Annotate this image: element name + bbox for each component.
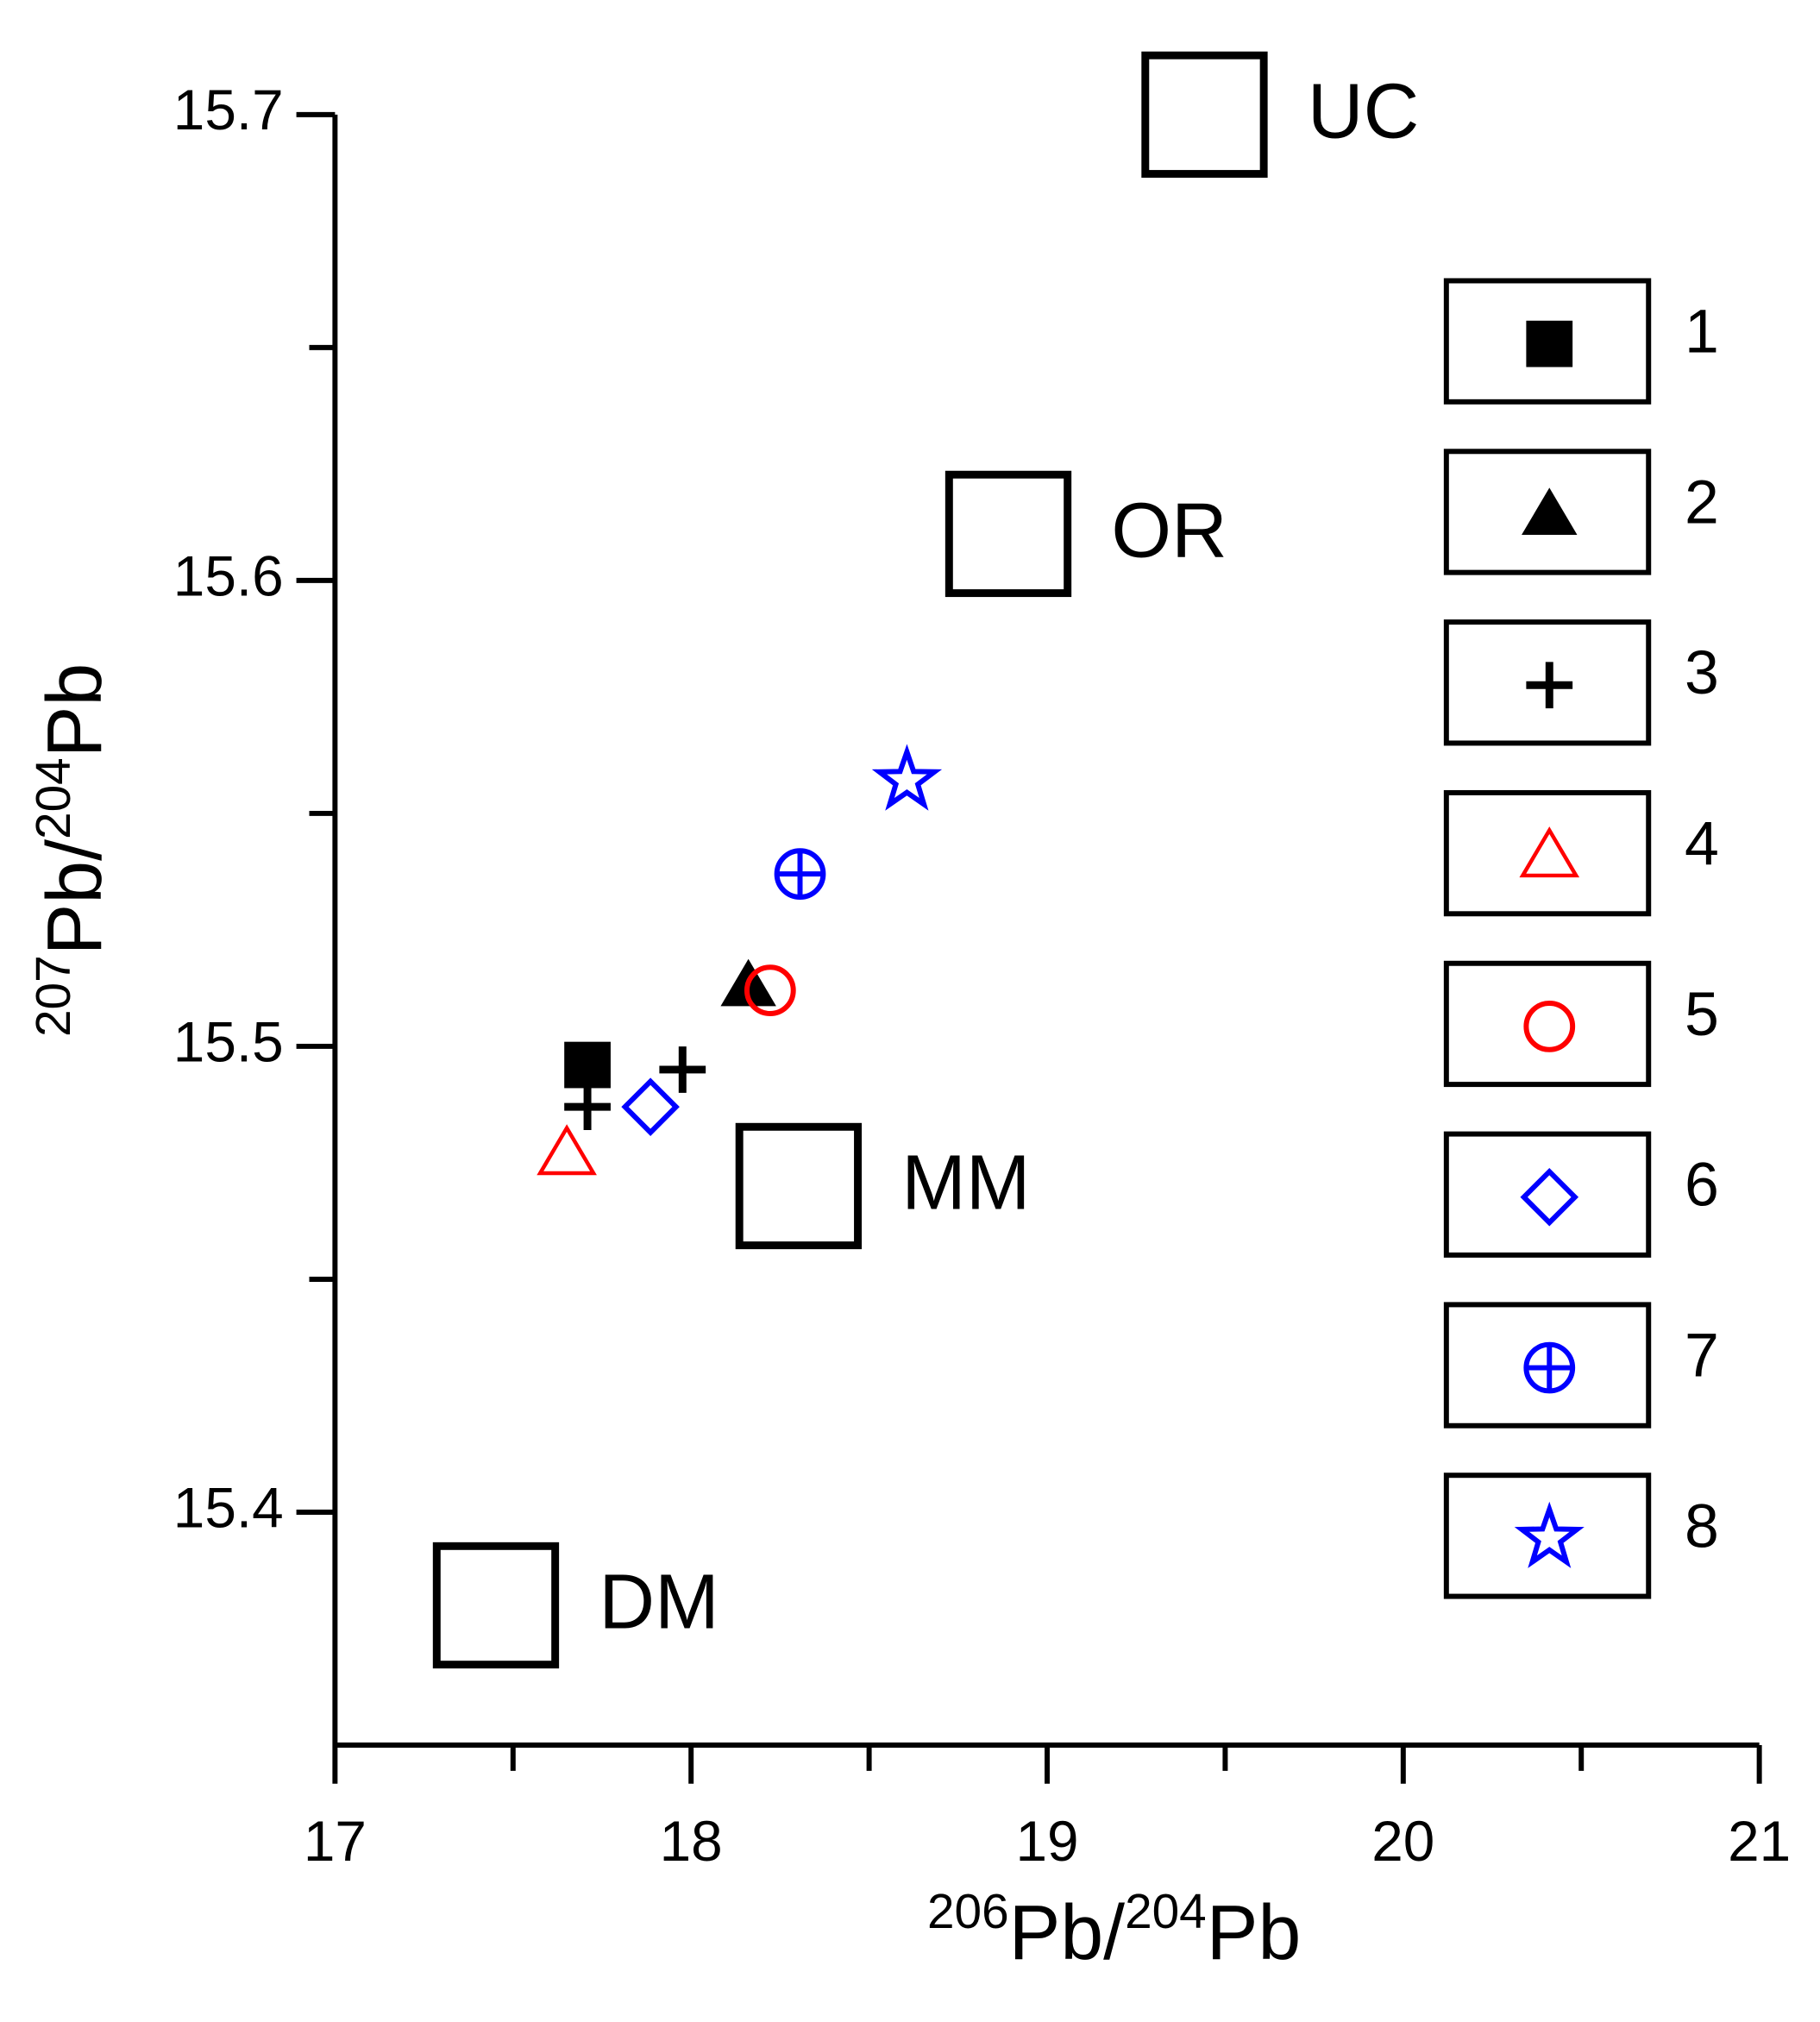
- legend-label: 3: [1685, 638, 1719, 707]
- y-label-text: Pb: [30, 663, 116, 758]
- y-label-sup: 204: [27, 757, 81, 839]
- x-tick-label: 20: [1371, 1810, 1434, 1873]
- legend-label: 4: [1685, 809, 1719, 878]
- reservoir-label: OR: [1111, 487, 1227, 574]
- legend-marker: [1522, 487, 1578, 536]
- x-tick-label: 18: [660, 1810, 723, 1873]
- x-tick-label: 17: [304, 1810, 367, 1873]
- legend-box: [1443, 278, 1652, 405]
- legend-marker: [1526, 662, 1573, 709]
- reservoir-label: MM: [901, 1140, 1030, 1226]
- point: [774, 848, 826, 900]
- y-tick-label: 15.4: [173, 1476, 284, 1539]
- y-axis-label: 207Pb/204Pb: [27, 663, 117, 1037]
- point: [564, 1083, 611, 1131]
- x-tick-label: 19: [1015, 1810, 1078, 1873]
- x-label-text: Pb: [1207, 1889, 1302, 1975]
- x-tick-label: 21: [1728, 1810, 1791, 1873]
- point: [659, 1046, 706, 1093]
- x-label-sup: 206: [927, 1885, 1009, 1939]
- y-tick-label: 15.7: [173, 78, 284, 141]
- point: [621, 1077, 680, 1136]
- legend-label: 1: [1685, 298, 1719, 367]
- reservoir-box: [1141, 51, 1268, 179]
- legend-label: 7: [1685, 1322, 1719, 1391]
- y-tick-label: 15.6: [173, 544, 284, 607]
- x-label-sup: 204: [1125, 1885, 1207, 1939]
- legend-marker: [1523, 1341, 1576, 1394]
- legend-box: [1443, 619, 1652, 746]
- legend-box: [1443, 960, 1652, 1088]
- legend-marker: [1514, 1501, 1585, 1568]
- y-tick-label: 15.5: [173, 1010, 284, 1073]
- legend-box: [1443, 789, 1652, 917]
- legend-marker: [1523, 1001, 1576, 1052]
- reservoir-box: [945, 470, 1072, 598]
- point: [564, 1041, 611, 1089]
- legend-label: 5: [1685, 980, 1719, 1049]
- x-label-text: Pb/: [1009, 1889, 1126, 1975]
- legend-label: 6: [1685, 1151, 1719, 1220]
- y-label-sup: 207: [27, 955, 81, 1037]
- legend-marker: [1519, 826, 1580, 878]
- point: [744, 964, 796, 1017]
- legend-label: 2: [1685, 468, 1719, 537]
- reservoir-box: [735, 1122, 863, 1250]
- legend-marker: [1520, 1167, 1579, 1227]
- reservoir-label: UC: [1308, 68, 1419, 154]
- point: [871, 744, 943, 811]
- legend-label: 8: [1685, 1491, 1719, 1560]
- legend-box: [1443, 1302, 1652, 1429]
- reservoir-label: DM: [599, 1559, 719, 1645]
- point: [537, 1124, 597, 1176]
- reservoir-box: [432, 1542, 560, 1669]
- legend-box: [1443, 1131, 1652, 1258]
- legend-box: [1443, 1473, 1652, 1599]
- legend-box: [1443, 449, 1652, 575]
- y-label-text: Pb/: [30, 839, 116, 956]
- x-axis-label: 206Pb/204Pb: [927, 1885, 1301, 1975]
- legend-marker: [1526, 320, 1573, 367]
